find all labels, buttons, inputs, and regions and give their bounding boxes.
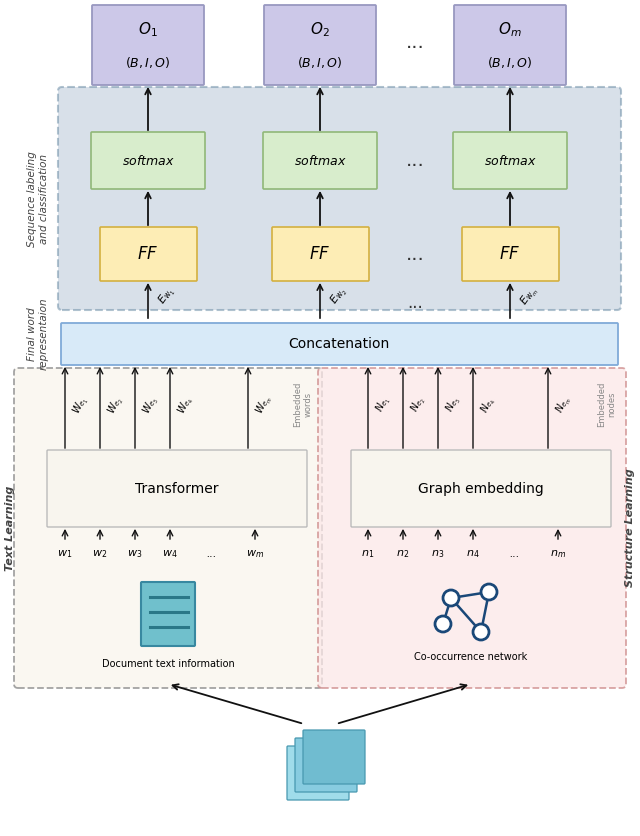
Text: $O_1$: $O_1$ [138,21,158,39]
Text: $w_1$: $w_1$ [58,548,73,560]
Text: $(B,I,O)$: $(B,I,O)$ [125,54,171,69]
Text: $N_{e_3}$: $N_{e_3}$ [443,395,463,415]
Text: $n_4$: $n_4$ [466,548,480,560]
Text: Graph embedding: Graph embedding [418,482,544,496]
Text: Embedded
words: Embedded words [293,381,313,426]
Circle shape [443,590,459,606]
Text: $W_{e_1}$: $W_{e_1}$ [70,394,92,416]
FancyBboxPatch shape [264,5,376,85]
Text: $n_1$: $n_1$ [362,548,374,560]
Text: Final word
representaion: Final word representaion [27,298,49,370]
Text: Co-occurrence network: Co-occurrence network [414,652,527,662]
Text: ...: ... [509,549,520,559]
Text: $w_2$: $w_2$ [92,548,108,560]
FancyBboxPatch shape [141,582,195,646]
FancyBboxPatch shape [47,450,307,527]
Text: $FF$: $FF$ [499,245,521,263]
FancyBboxPatch shape [100,227,197,281]
Text: $n_2$: $n_2$ [396,548,410,560]
FancyBboxPatch shape [453,132,567,189]
Text: $softmax$: $softmax$ [484,154,536,168]
Text: Embedded
nodes: Embedded nodes [597,381,617,426]
FancyBboxPatch shape [287,746,349,800]
Text: $softmax$: $softmax$ [122,154,174,168]
Text: ...: ... [407,294,423,312]
Text: $W_{e_m}$: $W_{e_m}$ [253,393,275,417]
Text: ...: ... [406,244,424,263]
FancyBboxPatch shape [351,450,611,527]
FancyBboxPatch shape [58,87,621,310]
Text: $softmax$: $softmax$ [294,154,346,168]
Text: $E_{w_2}$: $E_{w_2}$ [328,284,351,308]
Text: Structure Learning: Structure Learning [625,469,635,588]
Text: $N_{e_2}$: $N_{e_2}$ [408,395,428,415]
Text: Sequence labeling
and classification: Sequence labeling and classification [27,151,49,247]
Text: ...: ... [406,151,424,171]
Text: $(B,I,O)$: $(B,I,O)$ [297,54,343,69]
Text: $W_{e_2}$: $W_{e_2}$ [105,394,127,416]
Text: $O_m$: $O_m$ [498,21,522,39]
Text: $FF$: $FF$ [309,245,331,263]
Text: $N_{e_1}$: $N_{e_1}$ [373,395,394,415]
Text: $N_{e_4}$: $N_{e_4}$ [478,395,499,415]
Text: $O_2$: $O_2$ [310,21,330,39]
FancyBboxPatch shape [14,368,322,688]
FancyBboxPatch shape [454,5,566,85]
Text: Transformer: Transformer [135,482,219,496]
Text: $W_{e_4}$: $W_{e_4}$ [175,394,196,416]
Text: ...: ... [207,549,217,559]
Text: $N_{e_m}$: $N_{e_m}$ [553,394,574,416]
FancyBboxPatch shape [303,730,365,784]
FancyBboxPatch shape [272,227,369,281]
Circle shape [473,624,489,640]
FancyBboxPatch shape [318,368,626,688]
Circle shape [435,616,451,632]
Text: $(B,I,O)$: $(B,I,O)$ [487,54,533,69]
Text: $W_{e_3}$: $W_{e_3}$ [140,394,161,416]
Text: $w_3$: $w_3$ [127,548,143,560]
Text: $FF$: $FF$ [138,245,159,263]
Text: $n_m$: $n_m$ [550,548,566,560]
FancyBboxPatch shape [91,132,205,189]
Text: Concatenation: Concatenation [289,337,390,351]
FancyBboxPatch shape [462,227,559,281]
Text: Document text information: Document text information [102,659,234,669]
Text: Text Learning: Text Learning [5,486,15,571]
Text: $E_{w_m}$: $E_{w_m}$ [518,283,542,308]
Text: ...: ... [406,33,424,53]
Text: $w_4$: $w_4$ [162,548,178,560]
FancyBboxPatch shape [263,132,377,189]
FancyBboxPatch shape [295,738,357,792]
Text: $w_m$: $w_m$ [246,548,264,560]
Circle shape [481,584,497,600]
Text: $n_3$: $n_3$ [431,548,445,560]
Text: $E_{w_1}$: $E_{w_1}$ [156,284,179,308]
FancyBboxPatch shape [61,323,618,365]
FancyBboxPatch shape [92,5,204,85]
